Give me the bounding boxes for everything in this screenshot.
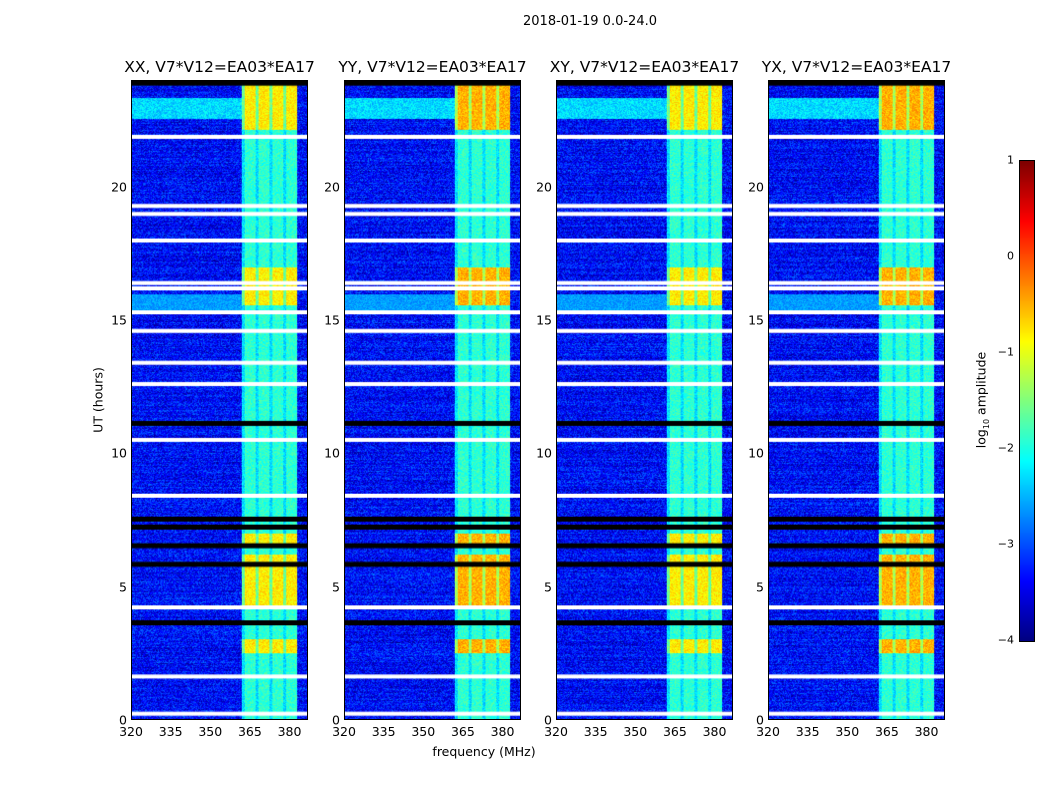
- x-tick-label: 335: [371, 724, 396, 739]
- x-tick-label: 320: [544, 724, 568, 739]
- y-tick-label: 5: [332, 579, 340, 595]
- panel-title: YY, V7*V12=EA03*EA17: [338, 58, 527, 76]
- colorbar-label: log10 amplitude: [973, 351, 991, 449]
- x-tick-label: 350: [411, 724, 436, 739]
- y-tick-label: 5: [119, 579, 127, 595]
- x-tick-label: 350: [198, 724, 223, 739]
- x-tick-label: 335: [158, 724, 183, 739]
- heatmap-panel: [768, 80, 945, 720]
- x-tick-label: 320: [756, 724, 780, 739]
- heatmap-panel: [131, 80, 308, 720]
- y-tick-label: 0: [756, 712, 764, 728]
- colorbar-tick-label: −2: [997, 441, 1014, 455]
- y-tick-label: 10: [536, 445, 552, 461]
- y-tick-label: 15: [536, 312, 552, 328]
- colorbar-tick-label: −4: [997, 633, 1014, 647]
- y-tick-label: 0: [332, 712, 340, 728]
- colorbar-tick-label: 0: [1007, 249, 1014, 263]
- y-axis-label: UT (hours): [90, 367, 106, 433]
- heatmap-panel: [344, 80, 521, 720]
- y-tick-label: 20: [748, 179, 764, 195]
- x-tick-label: 365: [450, 724, 475, 739]
- panel-title: YX, V7*V12=EA03*EA17: [761, 58, 952, 76]
- y-tick-label: 20: [111, 179, 127, 195]
- x-tick-label: 380: [914, 724, 939, 739]
- y-tick-label: 15: [111, 312, 127, 328]
- y-tick-label: 10: [324, 445, 340, 461]
- panel-title: XY, V7*V12=EA03*EA17: [549, 58, 740, 76]
- y-tick-label: 15: [324, 312, 340, 328]
- x-tick-label: 365: [662, 724, 687, 739]
- figure-title: 2018-01-19 0.0-24.0: [523, 14, 657, 29]
- y-tick-label: 10: [111, 445, 127, 461]
- x-tick-label: 365: [874, 724, 899, 739]
- y-tick-label: 0: [544, 712, 552, 728]
- x-tick-label: 380: [277, 724, 302, 739]
- x-tick-label: 350: [623, 724, 648, 739]
- x-tick-label: 335: [795, 724, 820, 739]
- heatmap-panel: [556, 80, 733, 720]
- x-tick-label: 320: [119, 724, 143, 739]
- x-tick-label: 365: [237, 724, 262, 739]
- x-axis-label: frequency (MHz): [432, 744, 536, 759]
- y-tick-label: 5: [756, 579, 764, 595]
- colorbar-tick-label: 1: [1007, 153, 1014, 167]
- x-tick-label: 350: [835, 724, 860, 739]
- y-tick-label: 5: [544, 579, 552, 595]
- y-tick-label: 20: [324, 179, 340, 195]
- y-tick-label: 0: [119, 712, 127, 728]
- colorbar: [1019, 160, 1035, 642]
- colorbar-tick-label: −1: [997, 345, 1014, 359]
- x-tick-label: 320: [332, 724, 356, 739]
- x-tick-label: 380: [702, 724, 727, 739]
- y-tick-label: 15: [748, 312, 764, 328]
- panel-title: XX, V7*V12=EA03*EA17: [124, 58, 315, 76]
- x-tick-label: 335: [583, 724, 608, 739]
- colorbar-tick-label: −3: [997, 537, 1014, 551]
- x-tick-label: 380: [490, 724, 515, 739]
- y-tick-label: 10: [748, 445, 764, 461]
- y-tick-label: 20: [536, 179, 552, 195]
